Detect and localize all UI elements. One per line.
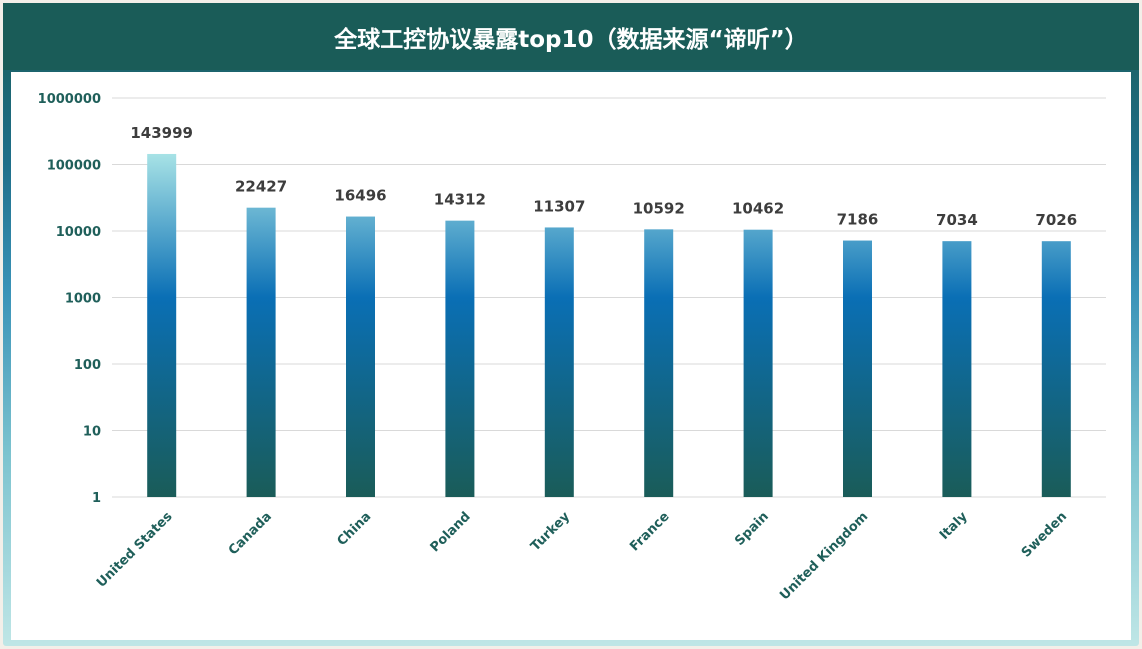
data-label: 14312 xyxy=(434,191,486,209)
data-label: 22427 xyxy=(235,178,287,196)
bar xyxy=(544,227,574,497)
x-tick-label: Italy xyxy=(937,509,971,543)
data-label: 7026 xyxy=(1035,211,1077,229)
bar xyxy=(644,229,674,497)
data-label: 7034 xyxy=(936,211,978,229)
data-label: 7186 xyxy=(837,211,879,229)
y-tick-label: 10000 xyxy=(56,225,101,240)
x-tick-label: China xyxy=(335,509,375,549)
x-tick-label: Spain xyxy=(732,509,772,549)
x-tick-label: France xyxy=(627,509,672,554)
bar xyxy=(346,216,375,498)
y-tick-label: 100 xyxy=(74,358,101,373)
y-tick-label: 1000000 xyxy=(38,92,101,107)
y-tick-label: 1 xyxy=(92,491,101,506)
bar xyxy=(743,229,773,497)
x-tick-label: Poland xyxy=(428,509,474,555)
y-tick-label: 10 xyxy=(83,425,101,440)
x-tick-label: Sweden xyxy=(1019,509,1070,560)
bar xyxy=(843,240,872,498)
data-label: 16496 xyxy=(334,187,386,205)
y-tick-label: 1000 xyxy=(65,292,101,307)
bar xyxy=(147,153,177,497)
data-label: 143999 xyxy=(130,124,193,142)
x-tick-label: United States xyxy=(94,509,176,591)
data-label: 11307 xyxy=(533,197,585,215)
bar xyxy=(246,207,276,498)
bar xyxy=(942,241,972,497)
y-tick-label: 100000 xyxy=(47,159,101,174)
chart-title: 全球工控协议暴露top10（数据来源“谛听”） xyxy=(334,26,808,53)
x-tick-label: Turkey xyxy=(528,509,573,554)
bar xyxy=(1041,241,1071,497)
x-tick-label: United Kingdom xyxy=(777,509,871,603)
x-tick-label: Canada xyxy=(226,509,275,558)
data-label: 10462 xyxy=(732,200,784,218)
chart-title-bar: 全球工控协议暴露top10（数据来源“谛听”） xyxy=(3,3,1139,70)
bar xyxy=(445,220,475,497)
data-label: 10592 xyxy=(633,199,685,217)
